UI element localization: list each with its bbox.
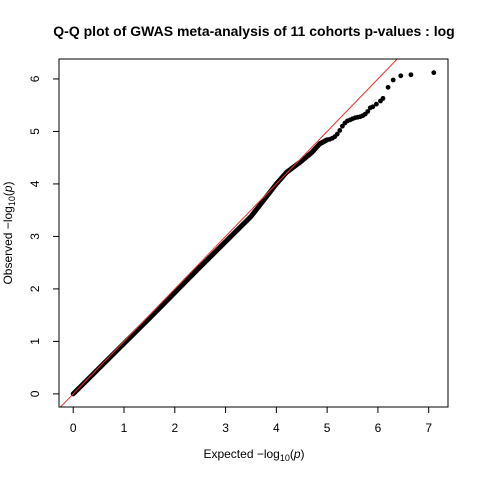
y-tick-label: 1 bbox=[28, 338, 42, 345]
x-tick-label: 7 bbox=[425, 421, 432, 435]
x-tick-label: 4 bbox=[273, 421, 280, 435]
y-tick-label: 6 bbox=[28, 75, 42, 82]
qq-point bbox=[337, 127, 343, 133]
qq-point bbox=[365, 109, 371, 114]
y-tick-label: 3 bbox=[28, 233, 42, 240]
y-axis: 0 1 2 3 4 5 6 bbox=[28, 75, 59, 397]
qq-point bbox=[398, 73, 404, 79]
qq-point bbox=[431, 70, 437, 76]
qq-point bbox=[385, 84, 391, 90]
y-tick-label: 2 bbox=[28, 285, 42, 292]
plot-frame bbox=[58, 58, 449, 408]
qq-point bbox=[370, 104, 376, 110]
y-tick-label: 0 bbox=[28, 390, 42, 397]
chart-title: Q-Q plot of GWAS meta-analysis of 11 coh… bbox=[53, 23, 454, 39]
x-tick-label: 2 bbox=[171, 421, 178, 435]
reference-line bbox=[59, 59, 398, 407]
qq-dense-points bbox=[70, 137, 330, 397]
qq-point bbox=[373, 101, 379, 107]
qq-point bbox=[408, 72, 414, 78]
x-tick-label: 0 bbox=[70, 421, 77, 435]
x-tick-label: 6 bbox=[375, 421, 382, 435]
x-axis: 0 1 2 3 4 5 6 7 bbox=[70, 407, 432, 435]
x-tick-label: 1 bbox=[121, 421, 128, 435]
qq-point bbox=[334, 131, 340, 137]
y-axis-label: Observed −log10(p) bbox=[1, 181, 17, 284]
qq-point bbox=[380, 95, 386, 101]
x-tick-label: 5 bbox=[324, 421, 331, 435]
plot-area bbox=[59, 59, 437, 407]
qq-point bbox=[390, 77, 396, 83]
x-axis-label: Expected −log10(p) bbox=[203, 447, 304, 463]
y-tick-label: 4 bbox=[28, 180, 42, 187]
x-tick-label: 3 bbox=[222, 421, 229, 435]
y-tick-label: 5 bbox=[28, 128, 42, 135]
